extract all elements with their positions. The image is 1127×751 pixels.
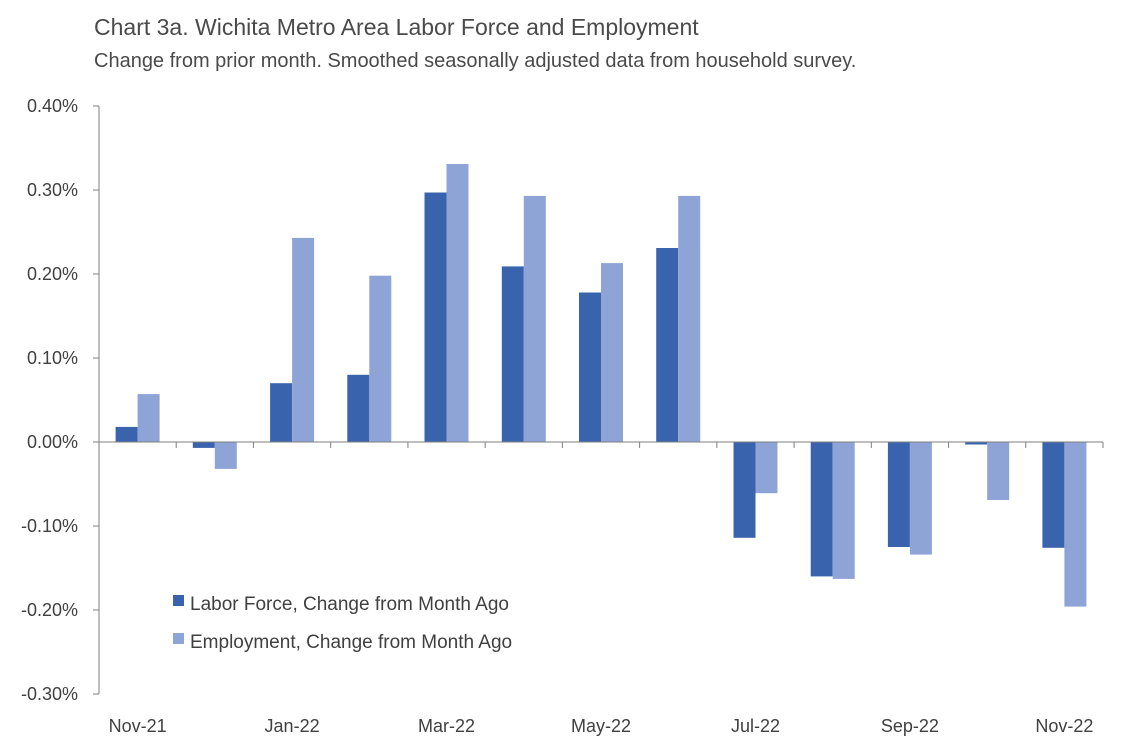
y-tick-labels: 0.40% 0.30% 0.20% 0.10% 0.00% -0.10% -0.20% -0.…	[21, 96, 78, 704]
labor-force-bar-mar-22	[424, 192, 447, 442]
x-tick-label: May-22	[571, 716, 631, 736]
legend-swatch-labor-force	[173, 595, 184, 606]
y-tick-label: -0.30%	[21, 684, 78, 704]
labor-force-bar-sep-22	[887, 442, 910, 547]
x-tick-label: Mar-22	[418, 716, 475, 736]
employment-bar-sep-22	[909, 442, 932, 555]
employment-bar-nov-22	[1064, 442, 1087, 607]
x-tick-label: Jul-22	[731, 716, 780, 736]
labor-force-bar-feb-22	[347, 374, 370, 442]
labor-force-bar-apr-22	[501, 266, 524, 442]
labor-force-bar-jun-22	[656, 248, 679, 442]
chart-subtitle: Change from prior month. Smoothed season…	[94, 50, 857, 72]
y-tick-label: -0.20%	[21, 600, 78, 620]
legend-label-employment: Employment, Change from Month Ago	[190, 632, 512, 653]
labor-force-bar-nov-22	[1042, 442, 1065, 548]
employment-bar-jun-22	[678, 195, 701, 442]
y-tick-label: 0.00%	[27, 432, 78, 452]
y-tick-label: 0.10%	[27, 348, 78, 368]
legend-swatch-employment	[173, 633, 184, 644]
labor-force-bar-jul-22	[733, 442, 756, 538]
labor-force-bar-may-22	[579, 292, 601, 442]
employment-bar-jan-22	[292, 237, 315, 442]
x-tick-label: Sep-22	[881, 716, 939, 736]
employment-bar-nov-21	[137, 394, 160, 442]
labor-force-bar-aug-22	[810, 442, 833, 577]
x-tick-label: Nov-22	[1035, 716, 1093, 736]
y-tick-label: 0.20%	[27, 264, 78, 284]
x-tick-labels: Nov-21 Jan-22 Mar-22 May-22 Jul-22 Sep-22 Nov-…	[109, 716, 1094, 736]
labor-force-bar-oct-22	[965, 442, 988, 445]
employment-bar-mar-22	[446, 164, 469, 442]
labor-force-bar-dec-21	[192, 442, 215, 448]
employment-bar-may-22	[601, 263, 623, 442]
chart-title: Chart 3a. Wichita Metro Area Labor Force…	[94, 14, 699, 40]
employment-bar-feb-22	[369, 275, 392, 442]
employment-bar-jul-22	[755, 442, 778, 494]
y-tick-label: 0.40%	[27, 96, 78, 116]
employment-bar-apr-22	[523, 195, 546, 442]
legend-label-labor-force: Labor Force, Change from Month Ago	[190, 594, 509, 615]
y-tick-label: -0.10%	[21, 516, 78, 536]
labor-force-bar-nov-21	[115, 426, 138, 442]
legend: Labor Force, Change from Month Ago Employ…	[173, 594, 512, 653]
x-tick-label: Jan-22	[265, 716, 320, 736]
employment-bar-oct-22	[987, 442, 1010, 500]
axes-group	[93, 105, 1104, 695]
employment-bar-dec-21	[214, 442, 237, 469]
bars-group	[115, 164, 1087, 607]
y-tick-label: 0.30%	[27, 180, 78, 200]
employment-bar-aug-22	[832, 442, 855, 579]
x-tick-label: Nov-21	[109, 716, 167, 736]
labor-force-bar-jan-22	[270, 383, 293, 442]
